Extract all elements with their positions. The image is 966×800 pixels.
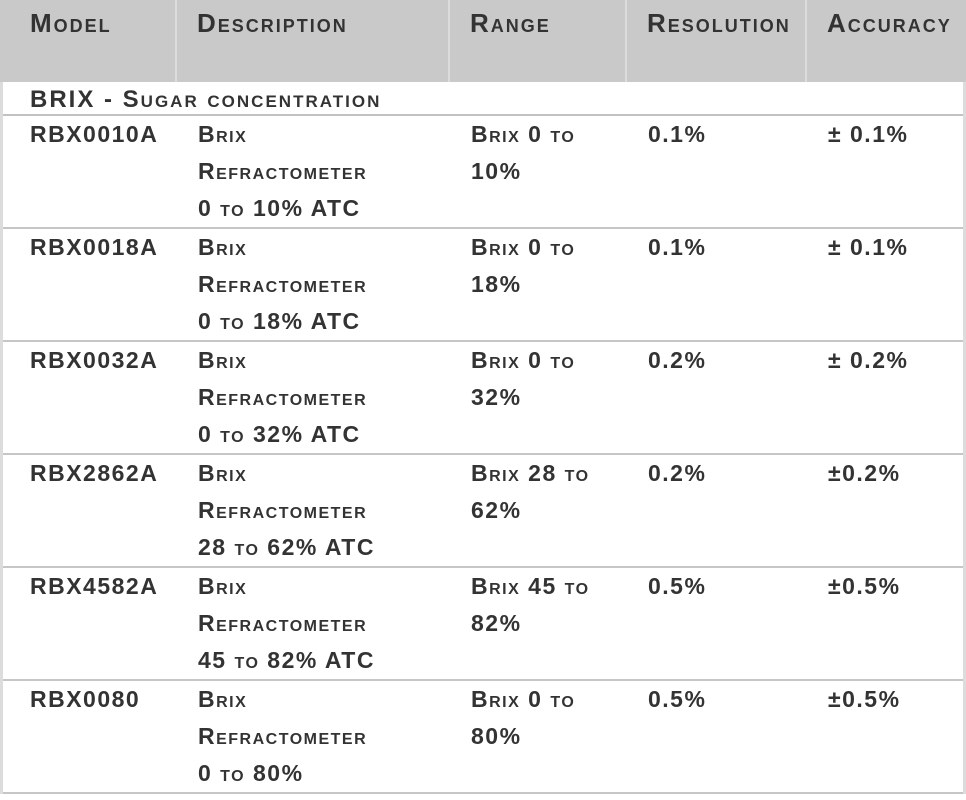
description-cell: Brix Refractometer 0 to 18% ATC [198,234,368,334]
resolution-cell: 0.2% [648,347,707,373]
model-cell: RBX0080 [30,686,141,712]
table-body: BRIX - Sugar concentration RBX0010A Brix… [0,82,966,794]
model-cell: RBX4582A [30,573,159,599]
table-row: RBX2862A Brix Refractometer 28 to 62% AT… [3,455,963,568]
model-cell: RBX0010A [30,121,159,147]
accuracy-cell: ± 0.1% [828,234,909,260]
accuracy-cell: ± 0.2% [828,347,909,373]
column-header-description: Description [175,0,448,82]
accuracy-cell: ±0.2% [828,460,901,486]
column-header-range: Range [448,0,625,82]
table-row: RBX0080 Brix Refractometer 0 to 80% Brix… [3,681,963,794]
table-row: RBX0018A Brix Refractometer 0 to 18% ATC… [3,229,963,342]
accuracy-cell: ±0.5% [828,686,901,712]
description-cell: Brix Refractometer 0 to 80% [198,686,368,786]
column-header-model: Model [30,8,112,38]
model-cell: RBX2862A [30,460,159,486]
range-cell: Brix 45 to 82% [471,573,590,636]
range-cell: Brix 0 to 10% [471,121,576,184]
accuracy-cell: ± 0.1% [828,121,909,147]
table-row: RBX4582A Brix Refractometer 45 to 82% AT… [3,568,963,681]
range-cell: Brix 28 to 62% [471,460,590,523]
table-row: RBX0010A Brix Refractometer 0 to 10% ATC… [3,116,963,229]
range-cell: Brix 0 to 32% [471,347,576,410]
description-cell: Brix Refractometer 28 to 62% ATC [198,460,375,560]
resolution-cell: 0.5% [648,686,707,712]
range-cell: Brix 0 to 18% [471,234,576,297]
description-cell: Brix Refractometer 45 to 82% ATC [198,573,375,673]
range-cell: Brix 0 to 80% [471,686,576,749]
column-header-resolution: Resolution [625,0,805,82]
section-header: BRIX - Sugar concentration [3,82,963,116]
column-header-accuracy: Accuracy [805,0,966,82]
resolution-cell: 0.2% [648,460,707,486]
table-row: RBX0032A Brix Refractometer 0 to 32% ATC… [3,342,963,455]
accuracy-cell: ±0.5% [828,573,901,599]
model-cell: RBX0032A [30,347,159,373]
description-cell: Brix Refractometer 0 to 32% ATC [198,347,368,447]
model-cell: RBX0018A [30,234,159,260]
description-cell: Brix Refractometer 0 to 10% ATC [198,121,368,221]
resolution-cell: 0.1% [648,121,707,147]
table-header-row: Model Description Range Resolution Accur… [0,0,966,82]
resolution-cell: 0.5% [648,573,707,599]
resolution-cell: 0.1% [648,234,707,260]
